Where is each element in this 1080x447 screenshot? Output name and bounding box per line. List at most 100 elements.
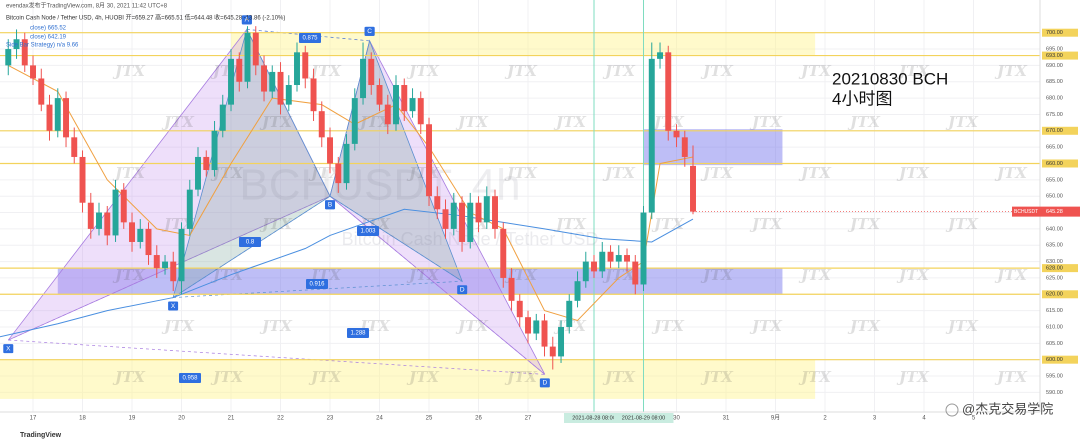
candle-body (219, 104, 226, 131)
watermark: JTX (798, 266, 832, 284)
level-tag (1042, 51, 1078, 60)
publisher: evendax发布于TradingView.com, 8月 30, 2021 1… (6, 2, 168, 10)
candle-body (657, 52, 664, 59)
candle-body (13, 39, 20, 50)
watermark: JTX (798, 368, 832, 386)
pattern-ratio-line (329, 195, 463, 282)
watermark: JTX (994, 62, 1028, 80)
watermark: JTX (259, 317, 293, 335)
indicator: close) 665.52 (30, 26, 67, 32)
watermark: JTX (994, 368, 1028, 386)
x-tick-label: 27 (525, 416, 532, 422)
watermark: JTX (798, 164, 832, 182)
candle-body (508, 277, 515, 301)
x-tick-label: 23 (327, 416, 334, 422)
last-price-tag (1012, 206, 1080, 217)
candle-body (599, 251, 606, 272)
candle-body (483, 196, 490, 223)
candle-body (104, 212, 111, 236)
candle-body (574, 281, 581, 301)
candle-body (46, 104, 53, 131)
candle-body (384, 104, 391, 125)
level-tag (1042, 355, 1078, 364)
watermark: JTX (602, 62, 636, 80)
x-tick-label: 3 (873, 416, 877, 422)
candle-body (302, 52, 309, 79)
pattern-ratio-line (172, 195, 331, 298)
watermark: JTX (553, 113, 587, 131)
x-tick-label: 18 (79, 416, 86, 422)
moving-average (0, 208, 694, 338)
x-tick-label: 9月 (771, 415, 780, 422)
zone (643, 129, 783, 166)
candle-body (96, 212, 102, 229)
candle-body (211, 130, 218, 171)
ratio-label: 0.958 (182, 376, 198, 382)
ratio-label: 0.875 (302, 36, 318, 42)
candle-body (500, 228, 507, 278)
annotation: 20210830 BCH (832, 69, 948, 88)
candle-body (79, 156, 86, 203)
level-tag (1042, 28, 1078, 37)
ratio-box (347, 328, 369, 338)
level-label: 693.00 (1046, 53, 1063, 59)
watermark: JTX (847, 215, 881, 233)
candle-body (252, 32, 259, 66)
candle-body (228, 58, 234, 105)
candle-body (335, 163, 342, 184)
watermark: JTX (406, 368, 440, 386)
x-tick-label: 4 (922, 416, 926, 422)
legend: Bitcoin Cash Node / Tether USD, 4h, HUOB… (6, 14, 285, 22)
y-tick-label: 615.00 (1046, 308, 1063, 314)
watermark: JTX (700, 368, 734, 386)
pattern-point-box (364, 26, 375, 36)
candle-body (343, 143, 350, 184)
candle-body (195, 156, 201, 190)
x-tick-label: 2 (823, 416, 827, 422)
x-tick-label: 21 (228, 416, 235, 422)
pattern-point-box (3, 344, 14, 354)
watermark: JTX (896, 62, 930, 80)
candle-body (186, 189, 193, 229)
watermark: JTX (504, 164, 538, 182)
pattern-point-box (539, 378, 550, 388)
candle-body (525, 317, 531, 334)
y-tick-label: 675.00 (1046, 112, 1063, 118)
watermark: JTX (602, 368, 636, 386)
candle-body (632, 261, 639, 285)
symbol-watermark: BCHUSDT, 4h (239, 161, 520, 210)
candle-body (368, 58, 375, 86)
level-label: 700.00 (1046, 30, 1063, 36)
watermark: JTX (896, 266, 930, 284)
watermark: JTX (504, 368, 538, 386)
y-tick-label: 695.00 (1046, 47, 1063, 53)
x-tick-label: 24 (376, 416, 383, 422)
watermark: JTX (112, 368, 146, 386)
candle-body (285, 85, 292, 105)
watermark: JTX (651, 317, 685, 335)
candle-body (459, 202, 466, 242)
candle-body (624, 255, 630, 262)
ratio-box (357, 226, 379, 236)
watermark: JTX (504, 62, 538, 80)
watermark: JTX (259, 113, 293, 131)
watermark: JTX (700, 164, 734, 182)
candle-body (129, 222, 135, 242)
x-tick-label: 5 (972, 416, 976, 422)
pattern-point-label: C (367, 28, 372, 35)
candle-body (393, 85, 399, 125)
ratio-box (239, 237, 261, 247)
candle-body (145, 228, 152, 256)
candle-body (648, 58, 655, 213)
y-tick-label: 595.00 (1046, 373, 1063, 379)
date-label: 2021-08-29 08:00 (622, 415, 665, 421)
pattern-point-box (168, 301, 179, 311)
watermark: JTX (455, 113, 489, 131)
candle-body (120, 189, 127, 223)
watermark: JTX (210, 164, 244, 182)
pattern-point-label: D (542, 380, 547, 387)
pattern-point-label: B (328, 201, 332, 208)
watermark: JTX (308, 62, 342, 80)
